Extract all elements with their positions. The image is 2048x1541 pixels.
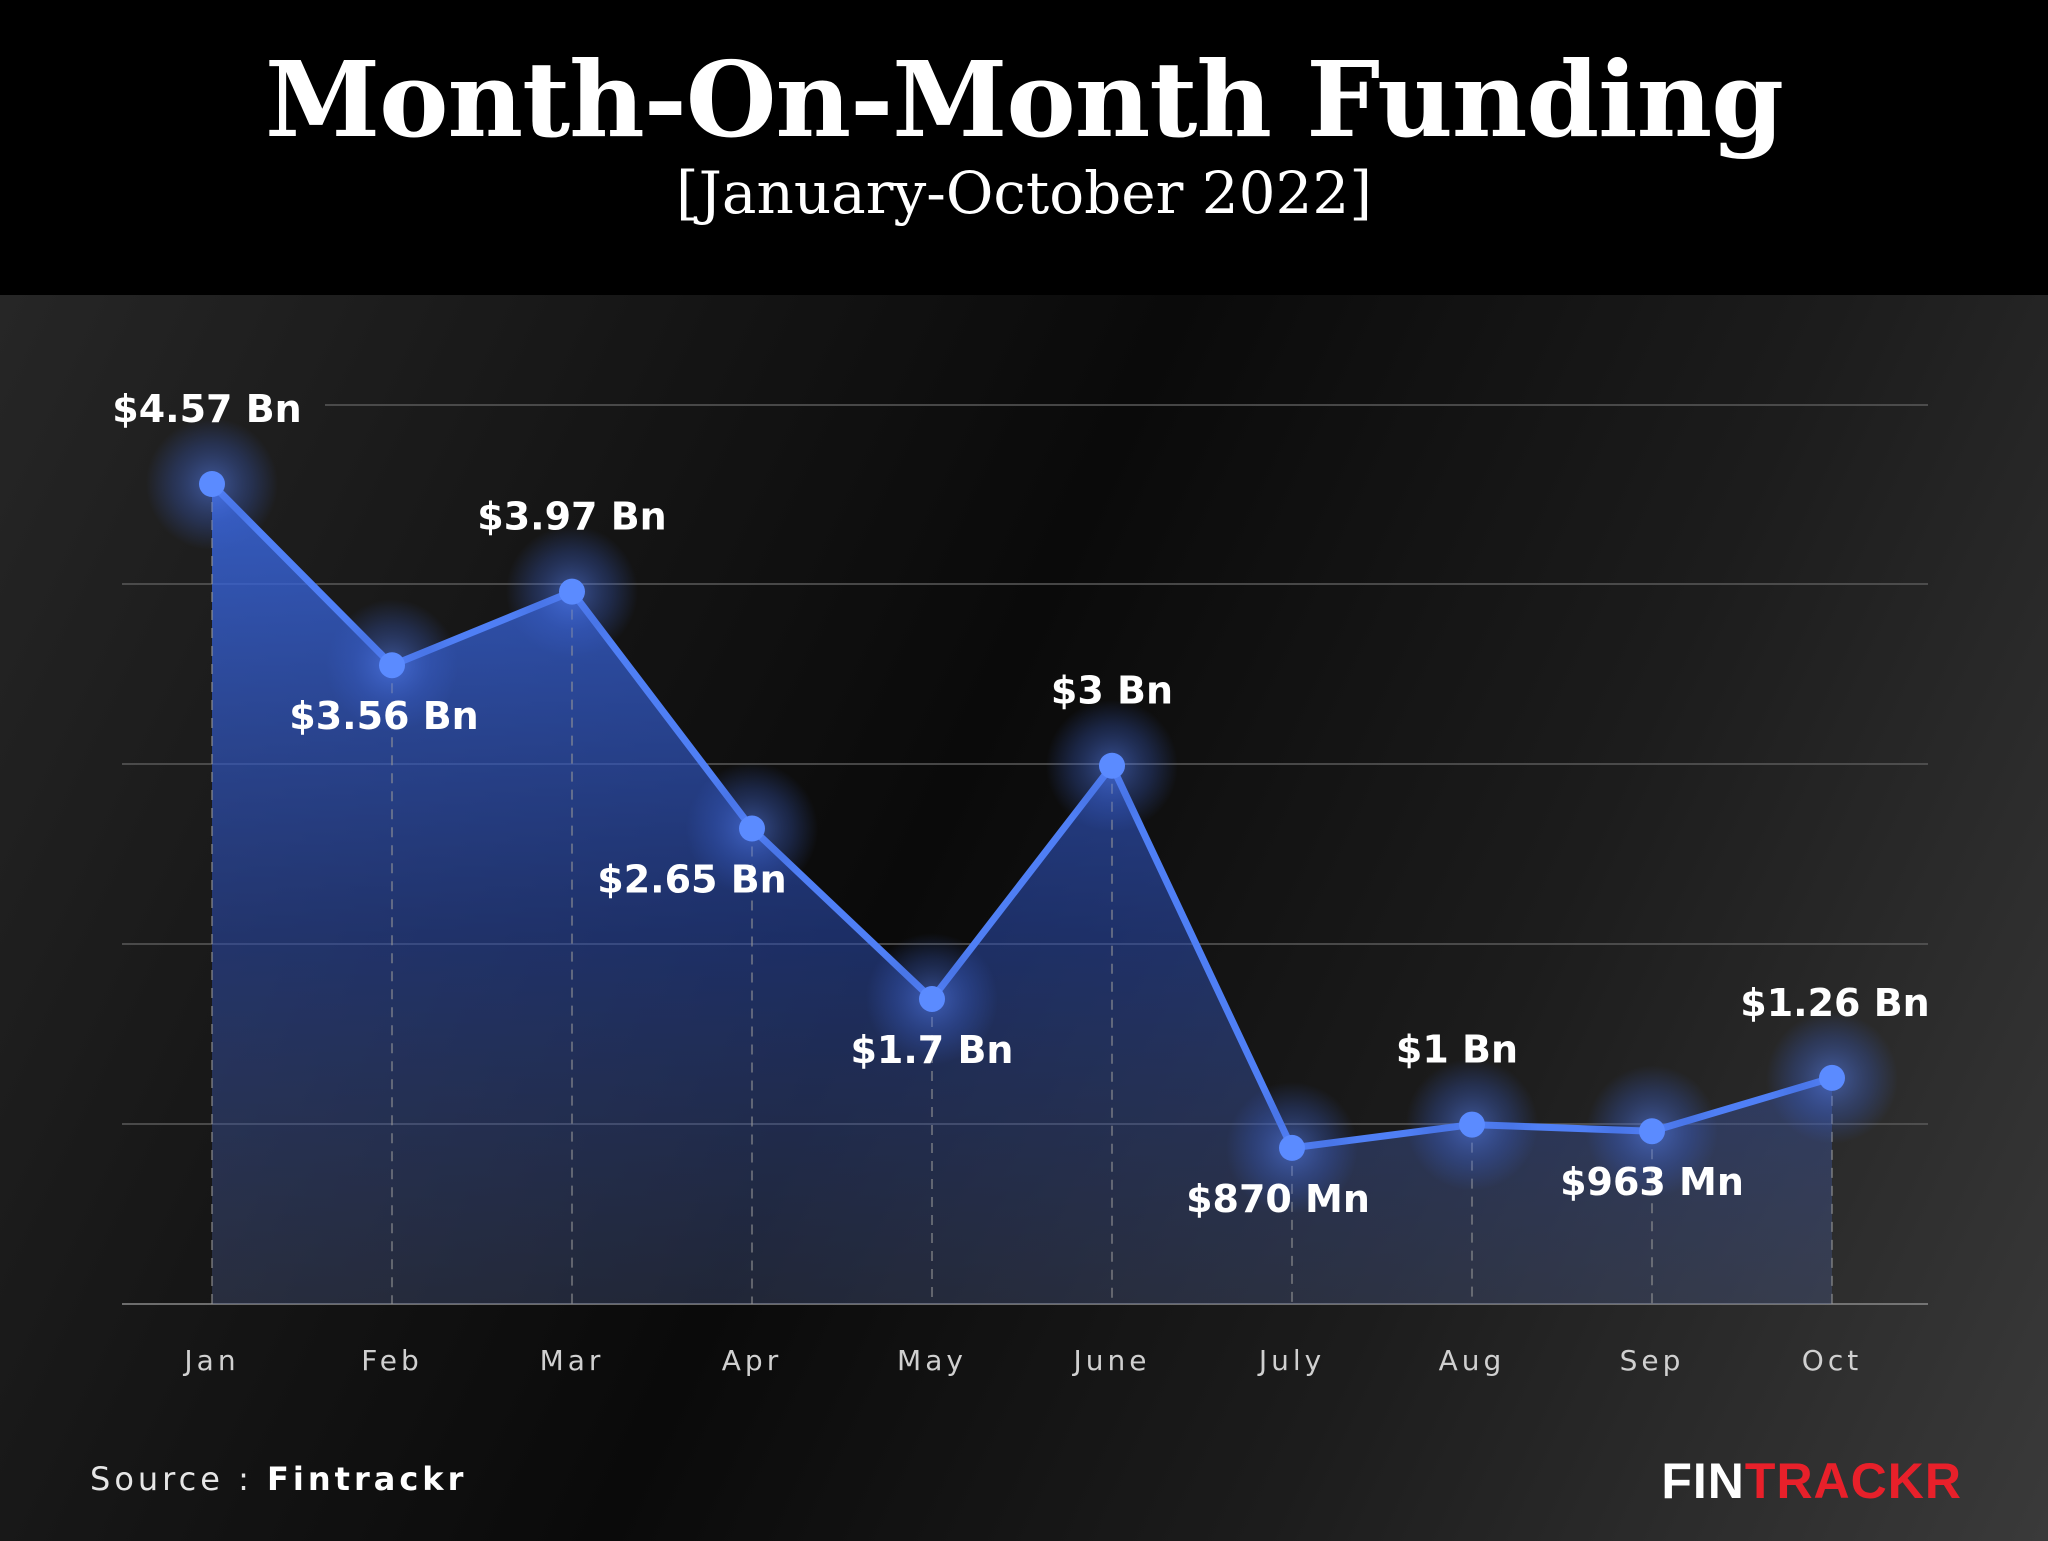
x-tick-label: Feb: [361, 1344, 423, 1377]
data-point: [1819, 1064, 1845, 1091]
data-point: [1639, 1118, 1665, 1145]
x-tick-label: June: [1072, 1344, 1151, 1377]
chart-subtitle: [January-October 2022]: [676, 159, 1372, 227]
source-name: Fintrackr: [267, 1460, 468, 1498]
data-label: $1.26 Bn: [1740, 981, 1929, 1025]
x-tick-label: Oct: [1802, 1344, 1862, 1377]
x-tick-label: Aug: [1439, 1344, 1506, 1377]
x-tick-label: July: [1257, 1344, 1325, 1377]
area-fill-path: [212, 484, 1832, 1304]
data-points: [146, 418, 1898, 1214]
header: Month-On-Month Funding [January-October …: [0, 0, 2048, 295]
x-tick-label: Jan: [182, 1344, 239, 1377]
data-labels: $4.57 Bn $3.56 Bn $3.97 Bn $2.65 Bn $1.7 Bn $…: [112, 387, 1929, 1221]
chart-title: Month-On-Month Funding: [264, 38, 1784, 161]
series-polyline: [208, 480, 1836, 1152]
data-point: [1279, 1134, 1305, 1161]
data-point: [919, 985, 945, 1012]
data-point: [1459, 1111, 1485, 1138]
data-point: [559, 578, 585, 605]
data-label: $2.65 Bn: [597, 858, 786, 902]
data-label: $870 Mn: [1186, 1177, 1370, 1221]
x-tick-label: May: [897, 1344, 967, 1377]
data-point: [379, 652, 405, 679]
data-point: [199, 471, 225, 497]
data-point: [1099, 752, 1125, 779]
source-credit: Source : Fintrackr: [90, 1460, 467, 1498]
x-tick-label: Mar: [540, 1344, 605, 1377]
data-label: $3.56 Bn: [289, 694, 478, 738]
drop-lines: [211, 484, 1833, 1304]
logo-part-fin: FIN: [1661, 1453, 1745, 1509]
data-point: [739, 815, 765, 842]
source-prefix: Source :: [90, 1460, 268, 1498]
x-tick-label: Apr: [722, 1344, 782, 1377]
area-fill: [212, 484, 1832, 1304]
fintrackr-logo: FINTRACKR: [1661, 1452, 1962, 1510]
data-label: $3 Bn: [1051, 669, 1173, 713]
series-line: [208, 480, 1836, 1152]
data-label: $4.57 Bn: [112, 387, 301, 431]
data-label: $1 Bn: [1396, 1028, 1518, 1072]
x-tick-label: Sep: [1620, 1344, 1685, 1377]
x-axis-ticks: Jan Feb Mar Apr May June July Aug Sep Oct: [182, 1344, 1862, 1377]
data-label: $963 Mn: [1560, 1160, 1744, 1204]
data-label: $1.7 Bn: [850, 1028, 1013, 1072]
logo-part-trackr: TRACKR: [1744, 1453, 1962, 1509]
data-label: $3.97 Bn: [477, 495, 666, 539]
